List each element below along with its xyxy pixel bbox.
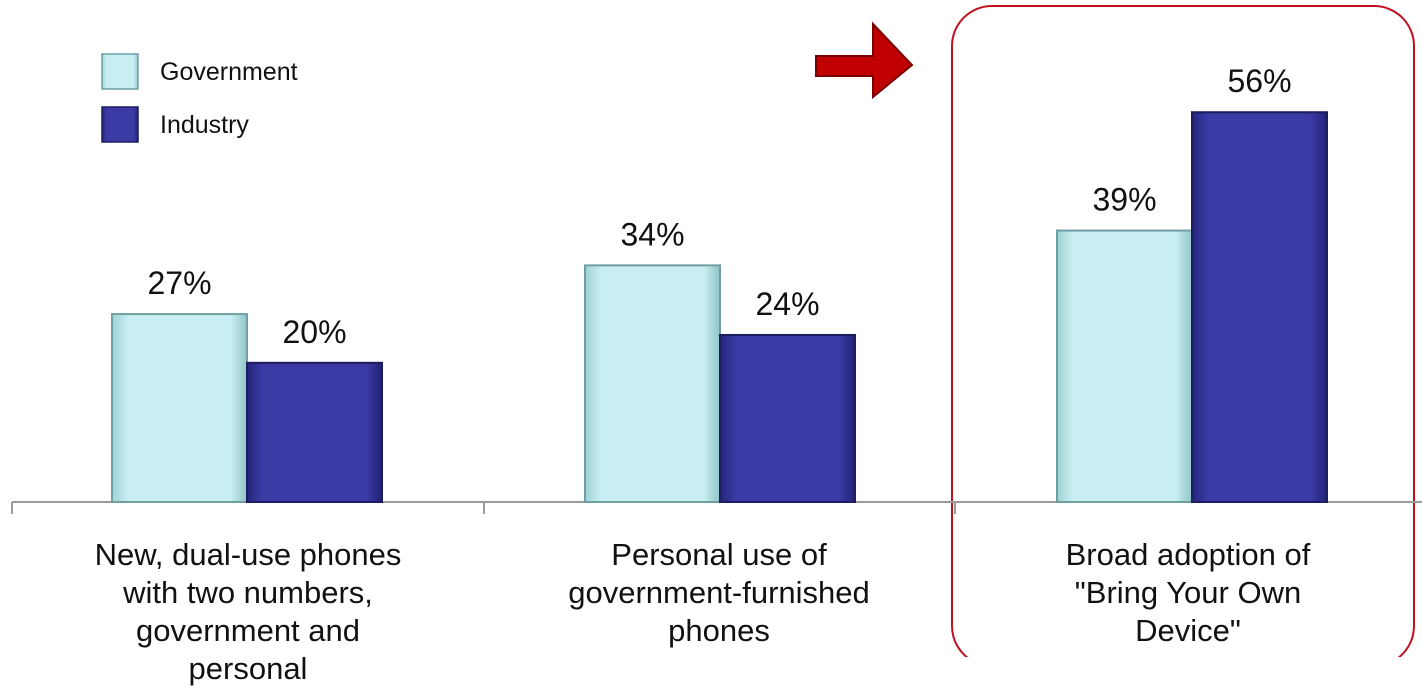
- legend-swatch-government: [101, 53, 139, 90]
- legend-label-government: Government: [160, 58, 298, 86]
- value-label-government-2: 39%: [1092, 182, 1156, 218]
- bar-government-1: [584, 264, 721, 503]
- value-label-industry-0: 20%: [282, 314, 346, 350]
- highlight-box: [951, 5, 1415, 657]
- value-label-industry-2: 56%: [1227, 63, 1291, 99]
- legend-label-industry: Industry: [160, 111, 249, 139]
- bar-government-0: [111, 313, 248, 503]
- bar-industry-0: [246, 361, 383, 503]
- category-label-2: Broad adoption of "Bring Your Own Device…: [1065, 537, 1311, 648]
- legend-swatch-industry: [101, 106, 139, 143]
- bar-chart: Government Industry 27% 20% 34% 24% 39% …: [11, 5, 1422, 657]
- value-label-government-0: 27%: [147, 265, 211, 301]
- value-label-government-1: 34%: [620, 216, 684, 252]
- category-label-1: Personal use of government-furnished pho…: [568, 537, 870, 648]
- bar-government-2: [1056, 229, 1193, 503]
- category-label-0: New, dual-use phones with two numbers, g…: [94, 537, 402, 686]
- value-label-industry-1: 24%: [755, 286, 819, 322]
- legend: Government Industry: [101, 53, 298, 143]
- bar-industry-1: [719, 333, 856, 503]
- arrow-right-icon: [815, 21, 914, 100]
- bar-industry-2: [1191, 111, 1328, 504]
